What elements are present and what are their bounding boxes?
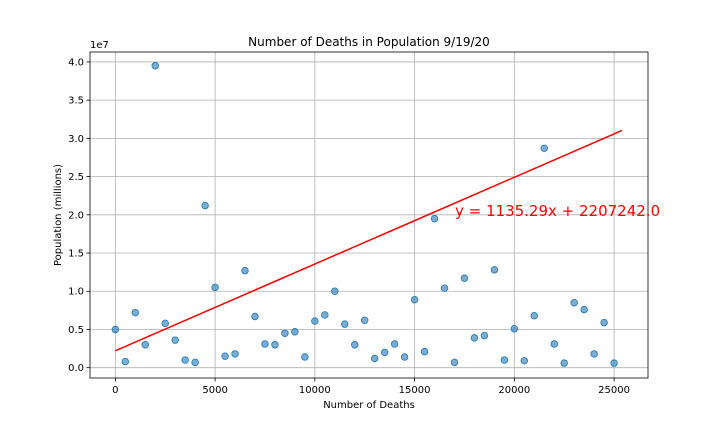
data-point	[111, 325, 120, 334]
y-axis-label: Population (millions)	[53, 164, 64, 266]
data-point	[301, 353, 309, 361]
data-point	[530, 312, 538, 320]
data-point	[460, 274, 469, 282]
data-point	[570, 299, 578, 307]
data-point	[440, 284, 449, 292]
y-tick-label: 1.0	[68, 287, 84, 298]
data-point	[281, 329, 289, 337]
axes: 0 5000 10000 15000 20000 25000 0.0 0.5 1.0 1.5 2.0…	[68, 51, 649, 396]
data-point	[550, 340, 558, 348]
data-point	[221, 352, 229, 360]
data-point	[410, 295, 419, 304]
data-point	[131, 308, 139, 317]
x-tick-label: 20000	[498, 385, 530, 396]
data-point	[370, 354, 379, 363]
data-point	[321, 311, 329, 319]
data-point	[470, 334, 479, 342]
data-points	[111, 62, 618, 367]
data-point	[420, 347, 429, 356]
data-point	[341, 320, 349, 328]
data-point	[261, 340, 269, 348]
data-point	[271, 341, 279, 349]
data-point	[241, 266, 249, 275]
data-point	[331, 287, 339, 295]
y-tick-label: 0.5	[68, 325, 84, 336]
data-point	[351, 341, 359, 349]
data-point	[291, 328, 299, 336]
data-point	[231, 350, 239, 358]
y-tick-label: 2.0	[68, 210, 84, 221]
y-tick-label: 0.0	[68, 363, 84, 374]
data-point	[430, 214, 439, 223]
data-point	[540, 144, 548, 153]
x-axis-label: Number of Deaths	[323, 400, 415, 411]
data-point	[560, 359, 568, 367]
x-tick-label: 0	[112, 385, 118, 396]
chart-title: Number of Deaths in Population 9/19/20	[248, 35, 490, 49]
y-offset-label: 1e7	[90, 40, 109, 51]
data-point	[181, 356, 189, 364]
grid	[90, 52, 648, 378]
x-tick-label: 25000	[598, 385, 630, 396]
data-point	[580, 305, 588, 314]
data-point	[151, 62, 159, 70]
y-tick-label: 4.0	[68, 57, 84, 68]
regression-line	[115, 129, 623, 352]
data-point	[201, 201, 209, 210]
y-tick-label: 3.0	[68, 134, 84, 145]
data-point	[500, 356, 509, 364]
data-point	[600, 318, 608, 327]
plot-frame	[89, 51, 649, 379]
data-point	[400, 353, 409, 361]
data-point	[211, 283, 219, 292]
data-point	[480, 331, 489, 340]
data-point	[311, 317, 319, 325]
data-point	[191, 358, 199, 367]
data-point	[161, 319, 169, 328]
y-tick-label: 2.5	[68, 172, 84, 183]
regression-equation: y = 1135.29x + 2207242.0	[455, 202, 660, 220]
y-tick-label: 1.5	[68, 249, 84, 260]
x-tick-label: 15000	[399, 385, 431, 396]
data-point	[251, 312, 259, 321]
regression-layer	[115, 129, 623, 352]
data-point	[610, 359, 618, 367]
data-point	[490, 266, 499, 274]
data-point	[121, 357, 130, 366]
data-point	[361, 316, 369, 324]
data-point	[520, 357, 529, 365]
x-tick-label: 10000	[299, 385, 331, 396]
data-point	[590, 350, 598, 358]
data-point	[141, 341, 149, 349]
data-point	[510, 324, 519, 333]
x-tick-label: 5000	[202, 385, 227, 396]
data-point	[380, 348, 389, 357]
y-tick-label: 3.5	[68, 96, 84, 107]
data-point	[171, 336, 179, 344]
data-point	[390, 340, 399, 348]
data-point	[450, 358, 459, 367]
